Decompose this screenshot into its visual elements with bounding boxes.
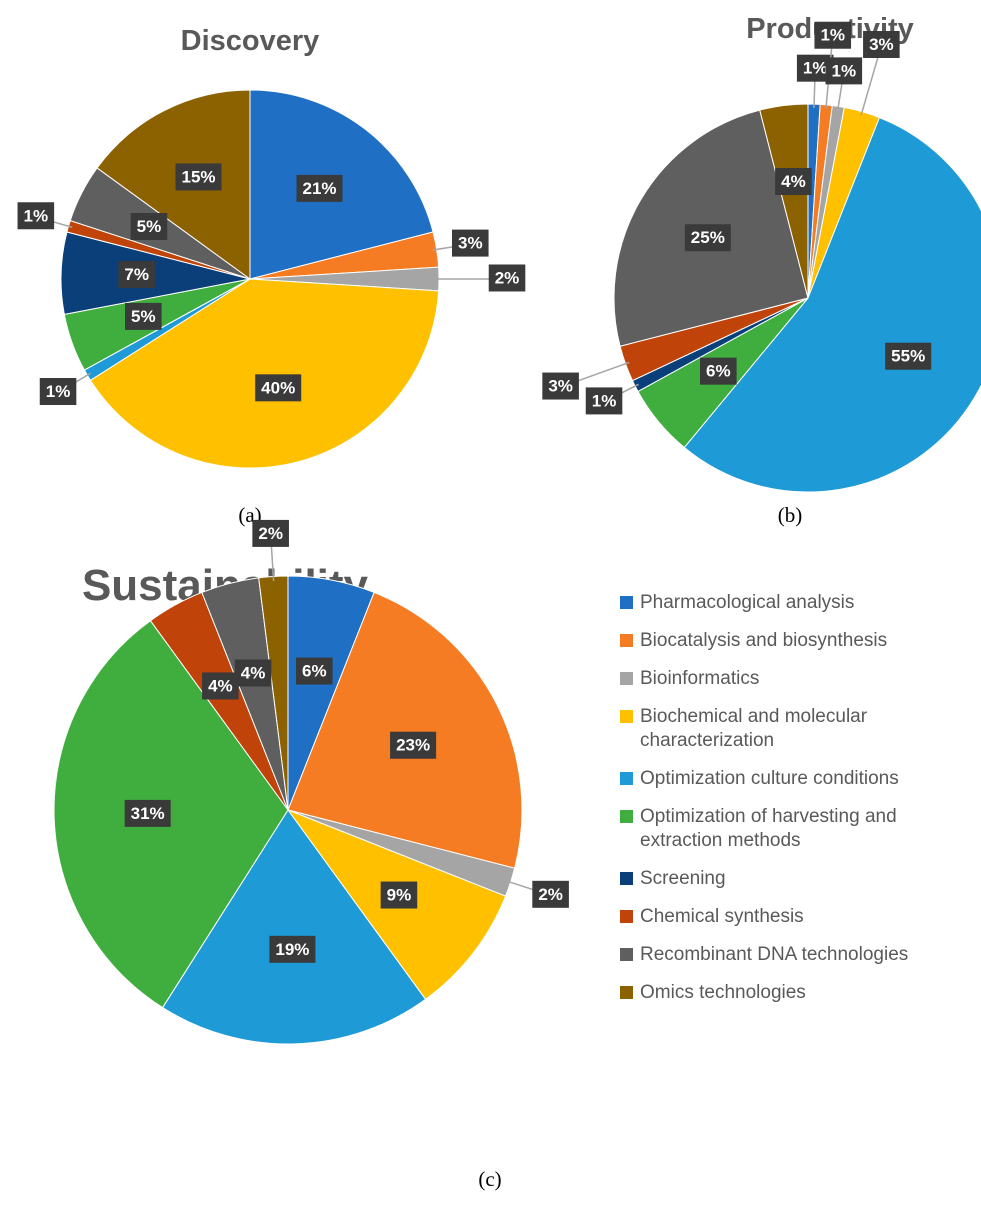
value-label: 9% <box>387 886 412 905</box>
legend-swatch <box>620 596 633 609</box>
value-label: 2% <box>258 524 283 543</box>
value-label: 3% <box>869 35 894 54</box>
value-label: 21% <box>302 179 336 198</box>
value-label-box <box>124 799 171 827</box>
value-label: 1% <box>832 61 857 80</box>
value-label-box <box>885 342 932 370</box>
pie-slice <box>759 103 809 299</box>
value-label-box <box>296 657 333 685</box>
value-label: 1% <box>592 391 617 410</box>
pie-slice <box>53 619 289 1009</box>
value-label-box <box>532 880 569 908</box>
value-label-box <box>252 519 289 547</box>
legend-label: Omics technologies <box>640 982 806 1003</box>
value-label: 3% <box>458 234 483 253</box>
pie-slice <box>161 809 427 1045</box>
value-label-box <box>202 672 239 700</box>
pie-slice <box>683 116 981 493</box>
value-label-box <box>684 224 731 252</box>
legend-label: Optimization of harvesting and extractio… <box>640 806 902 851</box>
value-label: 6% <box>706 362 731 381</box>
value-label-box <box>775 168 812 196</box>
value-label: 5% <box>131 307 156 326</box>
value-label: 4% <box>781 172 806 191</box>
value-label-box <box>118 260 155 288</box>
legend-label: Screening <box>640 868 726 889</box>
caption: (c) <box>478 1167 501 1191</box>
value-label-box <box>125 302 162 330</box>
value-label-box <box>39 378 77 406</box>
pie-slice <box>89 278 440 469</box>
value-label: 1% <box>24 206 49 225</box>
value-label: 15% <box>182 167 216 186</box>
value-label: 7% <box>124 265 149 284</box>
legend-swatch <box>620 672 633 685</box>
value-label-box <box>380 881 418 909</box>
pie-slice <box>96 89 251 280</box>
value-label: 19% <box>275 940 309 959</box>
value-label-box <box>825 57 863 85</box>
value-label: 5% <box>137 217 162 236</box>
value-label: 25% <box>691 228 725 247</box>
value-label-box <box>17 202 55 230</box>
value-label: 6% <box>302 662 327 681</box>
value-label-box <box>863 31 900 59</box>
legend-label: Pharmacological analysis <box>640 592 854 613</box>
legend-label: Biochemical and molecular characterizati… <box>640 706 872 751</box>
caption: (b) <box>778 503 803 527</box>
value-label: 55% <box>891 347 925 366</box>
legend-swatch <box>620 772 633 785</box>
legend-swatch <box>620 948 633 961</box>
legend-swatch <box>620 910 633 923</box>
value-label-box <box>175 163 222 191</box>
legend-swatch <box>620 986 633 999</box>
value-label-box <box>488 264 526 292</box>
value-label: 4% <box>208 676 233 695</box>
legend-label: Optimization culture conditions <box>640 768 899 789</box>
value-label-box <box>296 174 343 202</box>
value-label-box <box>130 213 168 241</box>
value-label-box <box>234 659 272 687</box>
legend-swatch <box>620 634 633 647</box>
figure-body: Discovery(a)21%3%2%40%1%5%7%1%5%15%Produ… <box>17 13 981 1191</box>
value-label: 23% <box>396 736 430 755</box>
value-label: 4% <box>241 663 266 682</box>
legend-swatch <box>620 810 633 823</box>
chart-title: Discovery <box>181 25 320 57</box>
value-label: 31% <box>131 804 165 823</box>
legend-label: Bioinformatics <box>640 668 759 689</box>
legend-label: Biocatalysis and biosynthesis <box>640 630 887 651</box>
value-label-box <box>451 229 489 257</box>
value-label-box <box>269 935 316 963</box>
value-label: 2% <box>538 885 563 904</box>
legend-swatch <box>620 872 633 885</box>
value-label-box <box>700 357 737 385</box>
legend-label: Chemical synthesis <box>640 906 804 927</box>
value-label: 40% <box>261 378 295 397</box>
value-label: 2% <box>495 268 520 287</box>
value-label-box <box>390 731 437 759</box>
value-label: 1% <box>46 382 71 401</box>
value-label-box <box>814 21 852 49</box>
legend-label: Recombinant DNA technologies <box>640 944 908 965</box>
value-label-box <box>542 372 579 400</box>
value-label: 1% <box>820 26 845 45</box>
value-label-box <box>255 374 302 402</box>
legend-swatch <box>620 710 633 723</box>
value-label: 3% <box>548 377 573 396</box>
pie-slice <box>287 591 523 869</box>
value-label-box <box>585 387 623 415</box>
value-label: 1% <box>803 59 828 78</box>
